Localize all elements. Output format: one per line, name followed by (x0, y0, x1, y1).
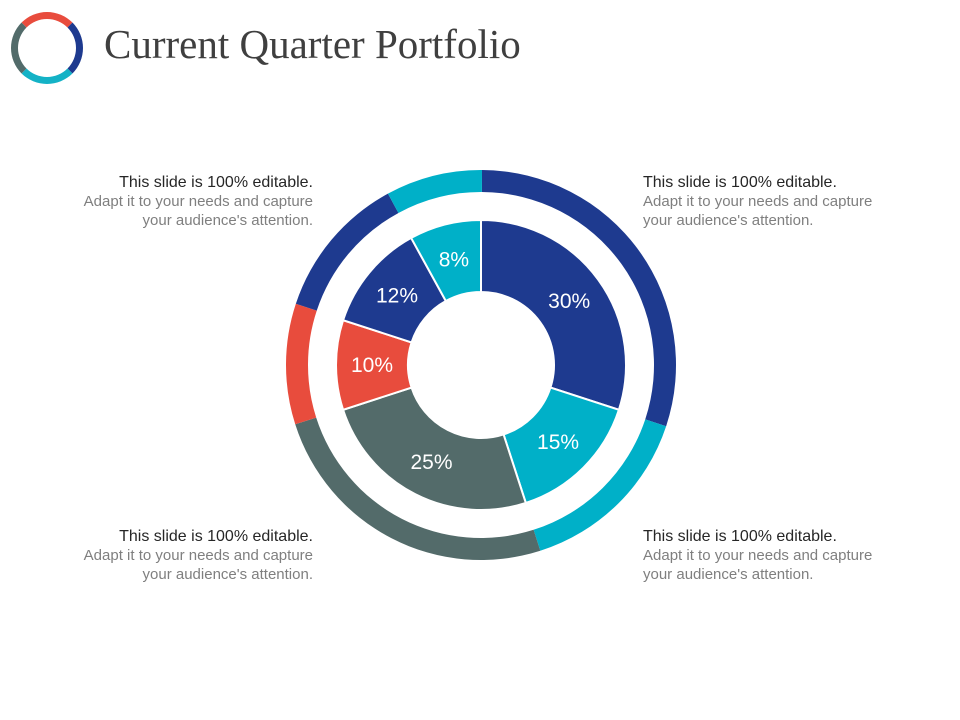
callout-bottom-right: This slide is 100% editable. Adapt it to… (643, 527, 903, 584)
inner-slice-0 (480, 218, 627, 412)
callout-body-line: Adapt it to your needs and capture (83, 547, 313, 564)
outer-slice-3 (286, 303, 317, 425)
inner-slice-5 (409, 218, 482, 303)
outer-slice-1 (533, 419, 667, 551)
callout-heading: This slide is 100% editable. (643, 528, 837, 545)
slice-label-3: 10% (351, 354, 393, 377)
slice-label-5: 8% (439, 248, 469, 271)
inner-ring (335, 218, 627, 511)
slice-label-4: 12% (376, 285, 418, 308)
callout-top-right: This slide is 100% editable. Adapt it to… (643, 173, 903, 230)
callout-body-line: Adapt it to your needs and capture (643, 193, 873, 210)
outer-ring (286, 170, 676, 560)
outer-slice-4 (295, 193, 399, 311)
callout-body-line: Adapt it to your needs and capture (643, 547, 873, 564)
logo-segment-2 (21, 68, 73, 85)
logo-segment-1 (67, 22, 84, 74)
outer-slice-2 (295, 417, 541, 560)
slice-label-1: 15% (537, 431, 579, 454)
slice-label-2: 25% (410, 451, 452, 474)
callout-top-left: This slide is 100% editable. Adapt it to… (53, 173, 313, 230)
callout-body-line: your audience's attention. (142, 212, 313, 229)
outer-slice-5 (387, 170, 483, 213)
logo-segment-3 (11, 22, 27, 74)
inner-slice-2 (341, 386, 528, 511)
slice-label-0: 30% (548, 290, 590, 313)
callout-heading: This slide is 100% editable. (643, 174, 837, 191)
page-title: Current Quarter Portfolio (104, 21, 521, 67)
callout-heading: This slide is 100% editable. (119, 174, 313, 191)
callout-bottom-left: This slide is 100% editable. Adapt it to… (53, 527, 313, 584)
slice-labels: 30% 15% 25% 10% 12% 8% (351, 248, 590, 474)
outer-slice-0 (481, 170, 676, 427)
ring-logo-icon (11, 12, 84, 85)
callout-body-line: your audience's attention. (643, 212, 814, 229)
callout-body-line: your audience's attention. (142, 566, 313, 583)
logo-segment-0 (21, 12, 73, 28)
callout-heading: This slide is 100% editable. (119, 528, 313, 545)
callout-body-line: your audience's attention. (643, 566, 814, 583)
callout-body-line: Adapt it to your needs and capture (83, 193, 313, 210)
